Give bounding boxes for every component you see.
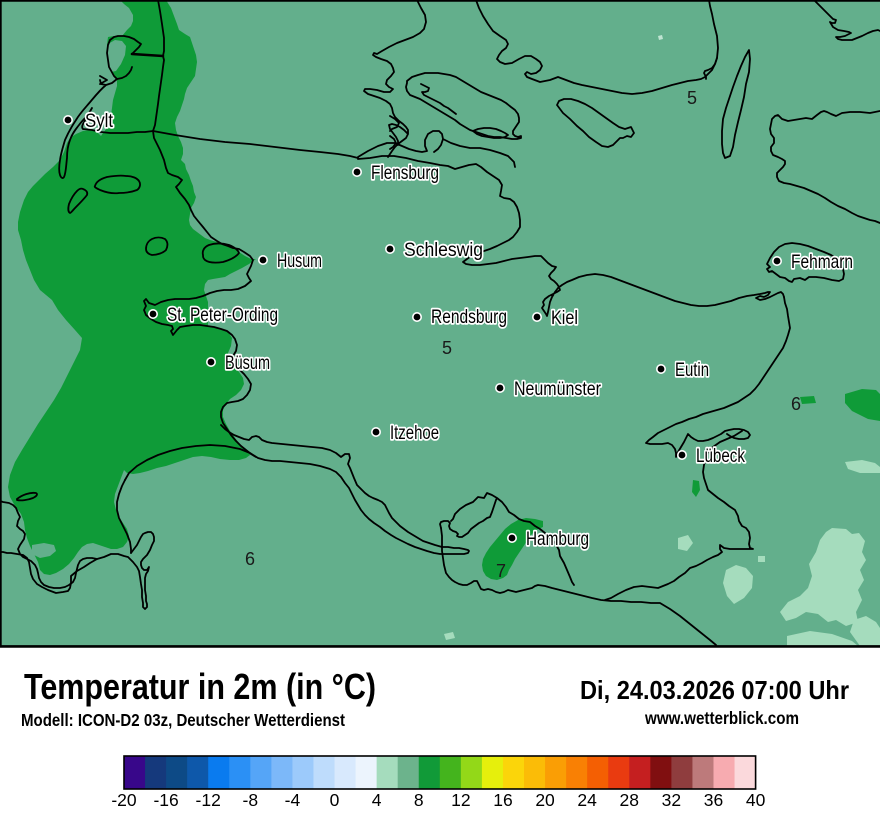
svg-text:-4: -4 (285, 790, 301, 810)
svg-text:Itzehoe: Itzehoe (390, 422, 439, 444)
svg-text:Rendsburg: Rendsburg (431, 306, 507, 328)
svg-text:Flensburg: Flensburg (371, 162, 439, 184)
svg-text:Büsum: Büsum (225, 352, 270, 374)
svg-text:Modell: ICON-D2 03z, Deutscher: Modell: ICON-D2 03z, Deutscher Wetterdie… (21, 710, 345, 730)
svg-text:6: 6 (791, 394, 801, 414)
svg-text:Hamburg: Hamburg (526, 528, 589, 550)
svg-text:6: 6 (245, 549, 255, 569)
svg-text:-8: -8 (243, 790, 259, 810)
svg-text:Di, 24.03.2026 07:00 Uhr: Di, 24.03.2026 07:00 Uhr (580, 675, 849, 705)
svg-text:8: 8 (414, 790, 424, 810)
svg-text:24: 24 (577, 790, 597, 810)
svg-text:4: 4 (372, 790, 382, 810)
svg-text:Kiel: Kiel (551, 307, 578, 329)
svg-text:5: 5 (442, 338, 452, 358)
svg-text:Schleswig: Schleswig (404, 239, 483, 261)
svg-text:16: 16 (493, 790, 512, 810)
svg-text:12: 12 (451, 790, 470, 810)
svg-text:40: 40 (746, 790, 766, 810)
svg-text:Fehmarn: Fehmarn (791, 251, 853, 273)
svg-text:0: 0 (330, 790, 340, 810)
svg-text:32: 32 (662, 790, 681, 810)
svg-text:7: 7 (496, 561, 506, 581)
svg-text:-12: -12 (196, 790, 221, 810)
svg-text:28: 28 (620, 790, 639, 810)
svg-text:Neumünster: Neumünster (514, 378, 601, 400)
svg-text:5: 5 (687, 88, 697, 108)
svg-text:Eutin: Eutin (675, 359, 709, 381)
svg-text:www.wetterblick.com: www.wetterblick.com (644, 708, 799, 728)
svg-text:-16: -16 (153, 790, 178, 810)
svg-text:Lübeck: Lübeck (696, 445, 745, 467)
svg-text:Temperatur in 2m (in °C): Temperatur in 2m (in °C) (24, 666, 376, 707)
svg-text:St. Peter-Ording: St. Peter-Ording (167, 304, 278, 326)
svg-text:Husum: Husum (277, 250, 322, 272)
svg-text:20: 20 (535, 790, 555, 810)
svg-text:36: 36 (704, 790, 723, 810)
svg-text:-20: -20 (111, 790, 137, 810)
svg-text:Sylt: Sylt (85, 110, 113, 132)
